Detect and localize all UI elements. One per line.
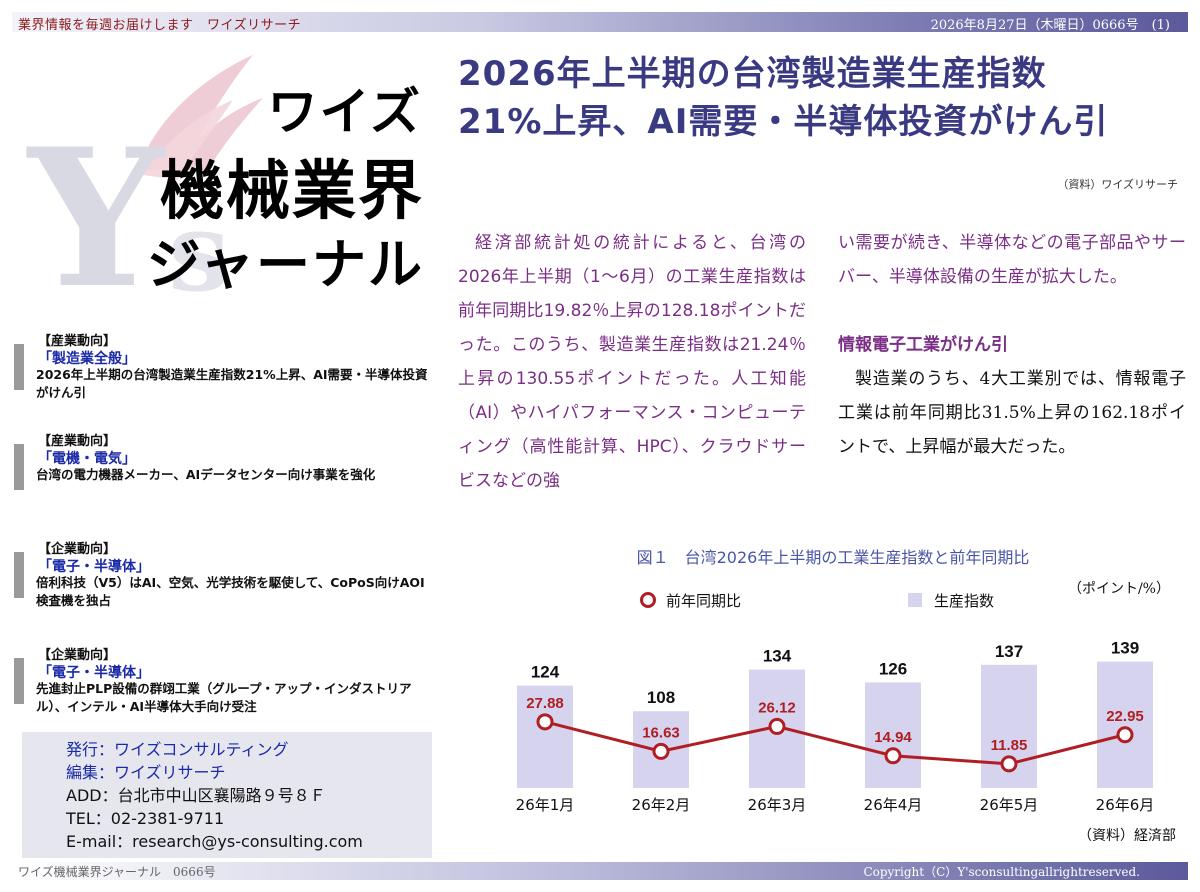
wing-logo-icon: Y s: [26, 55, 263, 300]
article-paragraph-2: 製造業のうち、4大工業別では、情報電子工業は前年同期比31.5%上昇の162.1…: [838, 369, 1186, 457]
toc-marker: [14, 658, 24, 704]
toc-marker: [14, 444, 24, 490]
yoy-value-label: 26.12: [758, 699, 796, 716]
publisher-editor: 編集：ワイズリサーチ: [66, 763, 226, 782]
bar-value-label: 124: [531, 663, 560, 682]
toc-description: 2026年上半期の台湾製造業生産指数21%上昇、AI需要・半導体投資がけん引: [36, 367, 428, 400]
yoy-value-label: 14.94: [874, 729, 912, 746]
footer-copyright: Copyright（C）Y'sconsultingallrightreserve…: [863, 865, 1140, 879]
bar-value-label: 137: [995, 642, 1023, 661]
yoy-point: [1116, 726, 1134, 744]
article-column-1: 経済部統計処の統計によると、台湾の2026年上半期（1〜6月）の工業生産指数は前…: [458, 226, 806, 498]
figure-title: 図１ 台湾2026年上半期の工業生産指数と前年同期比: [636, 548, 1030, 567]
figure-unit: （ポイント/%）: [1067, 581, 1170, 597]
toc-subcategory: 「電子・半導体」: [38, 559, 150, 575]
bar-value-label: 108: [647, 688, 675, 707]
yoy-line: [544, 720, 1126, 766]
bar-production-index: [517, 685, 573, 788]
yoy-point: [1000, 755, 1018, 773]
footer-journal: ワイズ機械業界ジャーナル 0666号: [18, 865, 216, 879]
toc-marker: [14, 552, 24, 598]
toc-subcategory: 「電子・半導体」: [38, 665, 150, 681]
legend-bar-item: 生産指数: [908, 590, 994, 611]
toc-category: 【企業動向】: [38, 542, 117, 557]
tagline: 業界情報を毎週お届けします ワイズリサーチ: [18, 18, 302, 33]
yoy-value-label: 27.88: [526, 695, 564, 712]
article-paragraph-1: 経済部統計処の統計によると、台湾の2026年上半期（1〜6月）の工業生産指数は前…: [458, 233, 806, 491]
bar-swatch-icon: [908, 592, 922, 607]
publisher-tel: TEL：02-2381-9711: [66, 809, 225, 828]
yoy-value-label: 16.63: [642, 724, 680, 741]
bar-production-index: [865, 682, 921, 788]
article-paragraph-1-cont: い需要が続き、半導体などの電子部品やサーバー、半導体設備の生産が拡大した。: [838, 233, 1186, 287]
publisher-box: 発行：ワイズコンサルティング 編集：ワイズリサーチ ADD：台北市中山区襄陽路９…: [22, 732, 432, 858]
toc-subcategory: 「電機・電気」: [38, 451, 136, 467]
svg-text:s: s: [168, 187, 230, 300]
publisher-email: E-mail：research@ys-consulting.com: [66, 832, 363, 851]
category-label: 26年2月: [632, 796, 691, 814]
publisher-address: ADD：台北市中山区襄陽路９号８Ｆ: [66, 786, 326, 805]
bar-value-label: 139: [1111, 639, 1139, 658]
legend-bar-label: 生産指数: [934, 592, 995, 610]
logo-line-3: ジャーナル: [146, 233, 424, 296]
toc-description: 倍利科技（V5）はAI、空気、光学技術を駆使して、CoPoS向けAOI検査機を独…: [36, 575, 425, 608]
toc-category: 【産業動向】: [38, 334, 117, 349]
logo-line-1: ワイズ: [267, 83, 422, 141]
bar-production-index: [1097, 661, 1153, 788]
publisher-issuer: 発行：ワイズコンサルティング: [66, 740, 289, 759]
toc-category: 【産業動向】: [38, 434, 117, 449]
toc-marker: [14, 344, 24, 390]
article-column-2: い需要が続き、半導体などの電子部品やサーバー、半導体設備の生産が拡大した。 情報…: [838, 226, 1186, 464]
toc-subcategory: 「製造業全般」: [38, 351, 136, 367]
headline-source: （資料）ワイズリサーチ: [1057, 178, 1178, 191]
production-index-chart: 124 26年1月 108 26年2月 134 26年3月 126 26年4月 137 26年5月…: [516, 639, 1155, 814]
figure-source: （資料）経済部: [1078, 828, 1176, 844]
bar-value-label: 126: [879, 659, 907, 678]
category-label: 26年3月: [748, 796, 807, 814]
article-subheading: 情報電子工業がけん引: [838, 335, 1008, 355]
category-label: 26年1月: [516, 796, 575, 814]
footer-bar: ワイズ機械業界ジャーナル 0666号 Copyright（C）Y'sconsul…: [12, 862, 1188, 880]
yoy-point: [536, 713, 554, 731]
toc-description: 先進封止PLP設備の群翊工業（グループ・アップ・インダストリアル）、インテル・A…: [36, 681, 412, 714]
yoy-value-label: 22.95: [1106, 708, 1144, 725]
yoy-point: [652, 742, 670, 760]
headline-line-2: 21%上昇、AI需要・半導体投資がけん引: [458, 102, 1109, 142]
bar-value-label: 134: [763, 647, 792, 666]
toc-description: 台湾の電力機器メーカー、AIデータセンター向け事業を強化: [36, 467, 376, 482]
toc-category: 【企業動向】: [38, 648, 117, 663]
journal-logo: Y s ワイズ 機械業界 ジャーナル: [18, 50, 438, 300]
issue-info: 2026年8月27日（木曜日）0666号 (1): [930, 18, 1170, 33]
yoy-value-label: 11.85: [991, 737, 1028, 754]
headline: 2026年上半期の台湾製造業生産指数 21%上昇、AI需要・半導体投資がけん引: [458, 50, 1188, 146]
category-label: 26年5月: [980, 796, 1039, 814]
legend-line-label: 前年同期比: [666, 592, 742, 610]
yoy-point: [884, 747, 902, 765]
logo-line-2: 機械業界: [160, 155, 424, 229]
svg-text:Y: Y: [26, 107, 166, 300]
yoy-point: [768, 717, 786, 735]
legend-line-item: 前年同期比: [640, 590, 741, 611]
category-label: 26年6月: [1096, 796, 1155, 814]
line-marker-icon: [640, 591, 656, 608]
category-label: 26年4月: [864, 796, 923, 814]
top-banner: 業界情報を毎週お届けします ワイズリサーチ 2026年8月27日（木曜日）066…: [12, 12, 1188, 33]
headline-line-1: 2026年上半期の台湾製造業生産指数: [458, 54, 1047, 94]
